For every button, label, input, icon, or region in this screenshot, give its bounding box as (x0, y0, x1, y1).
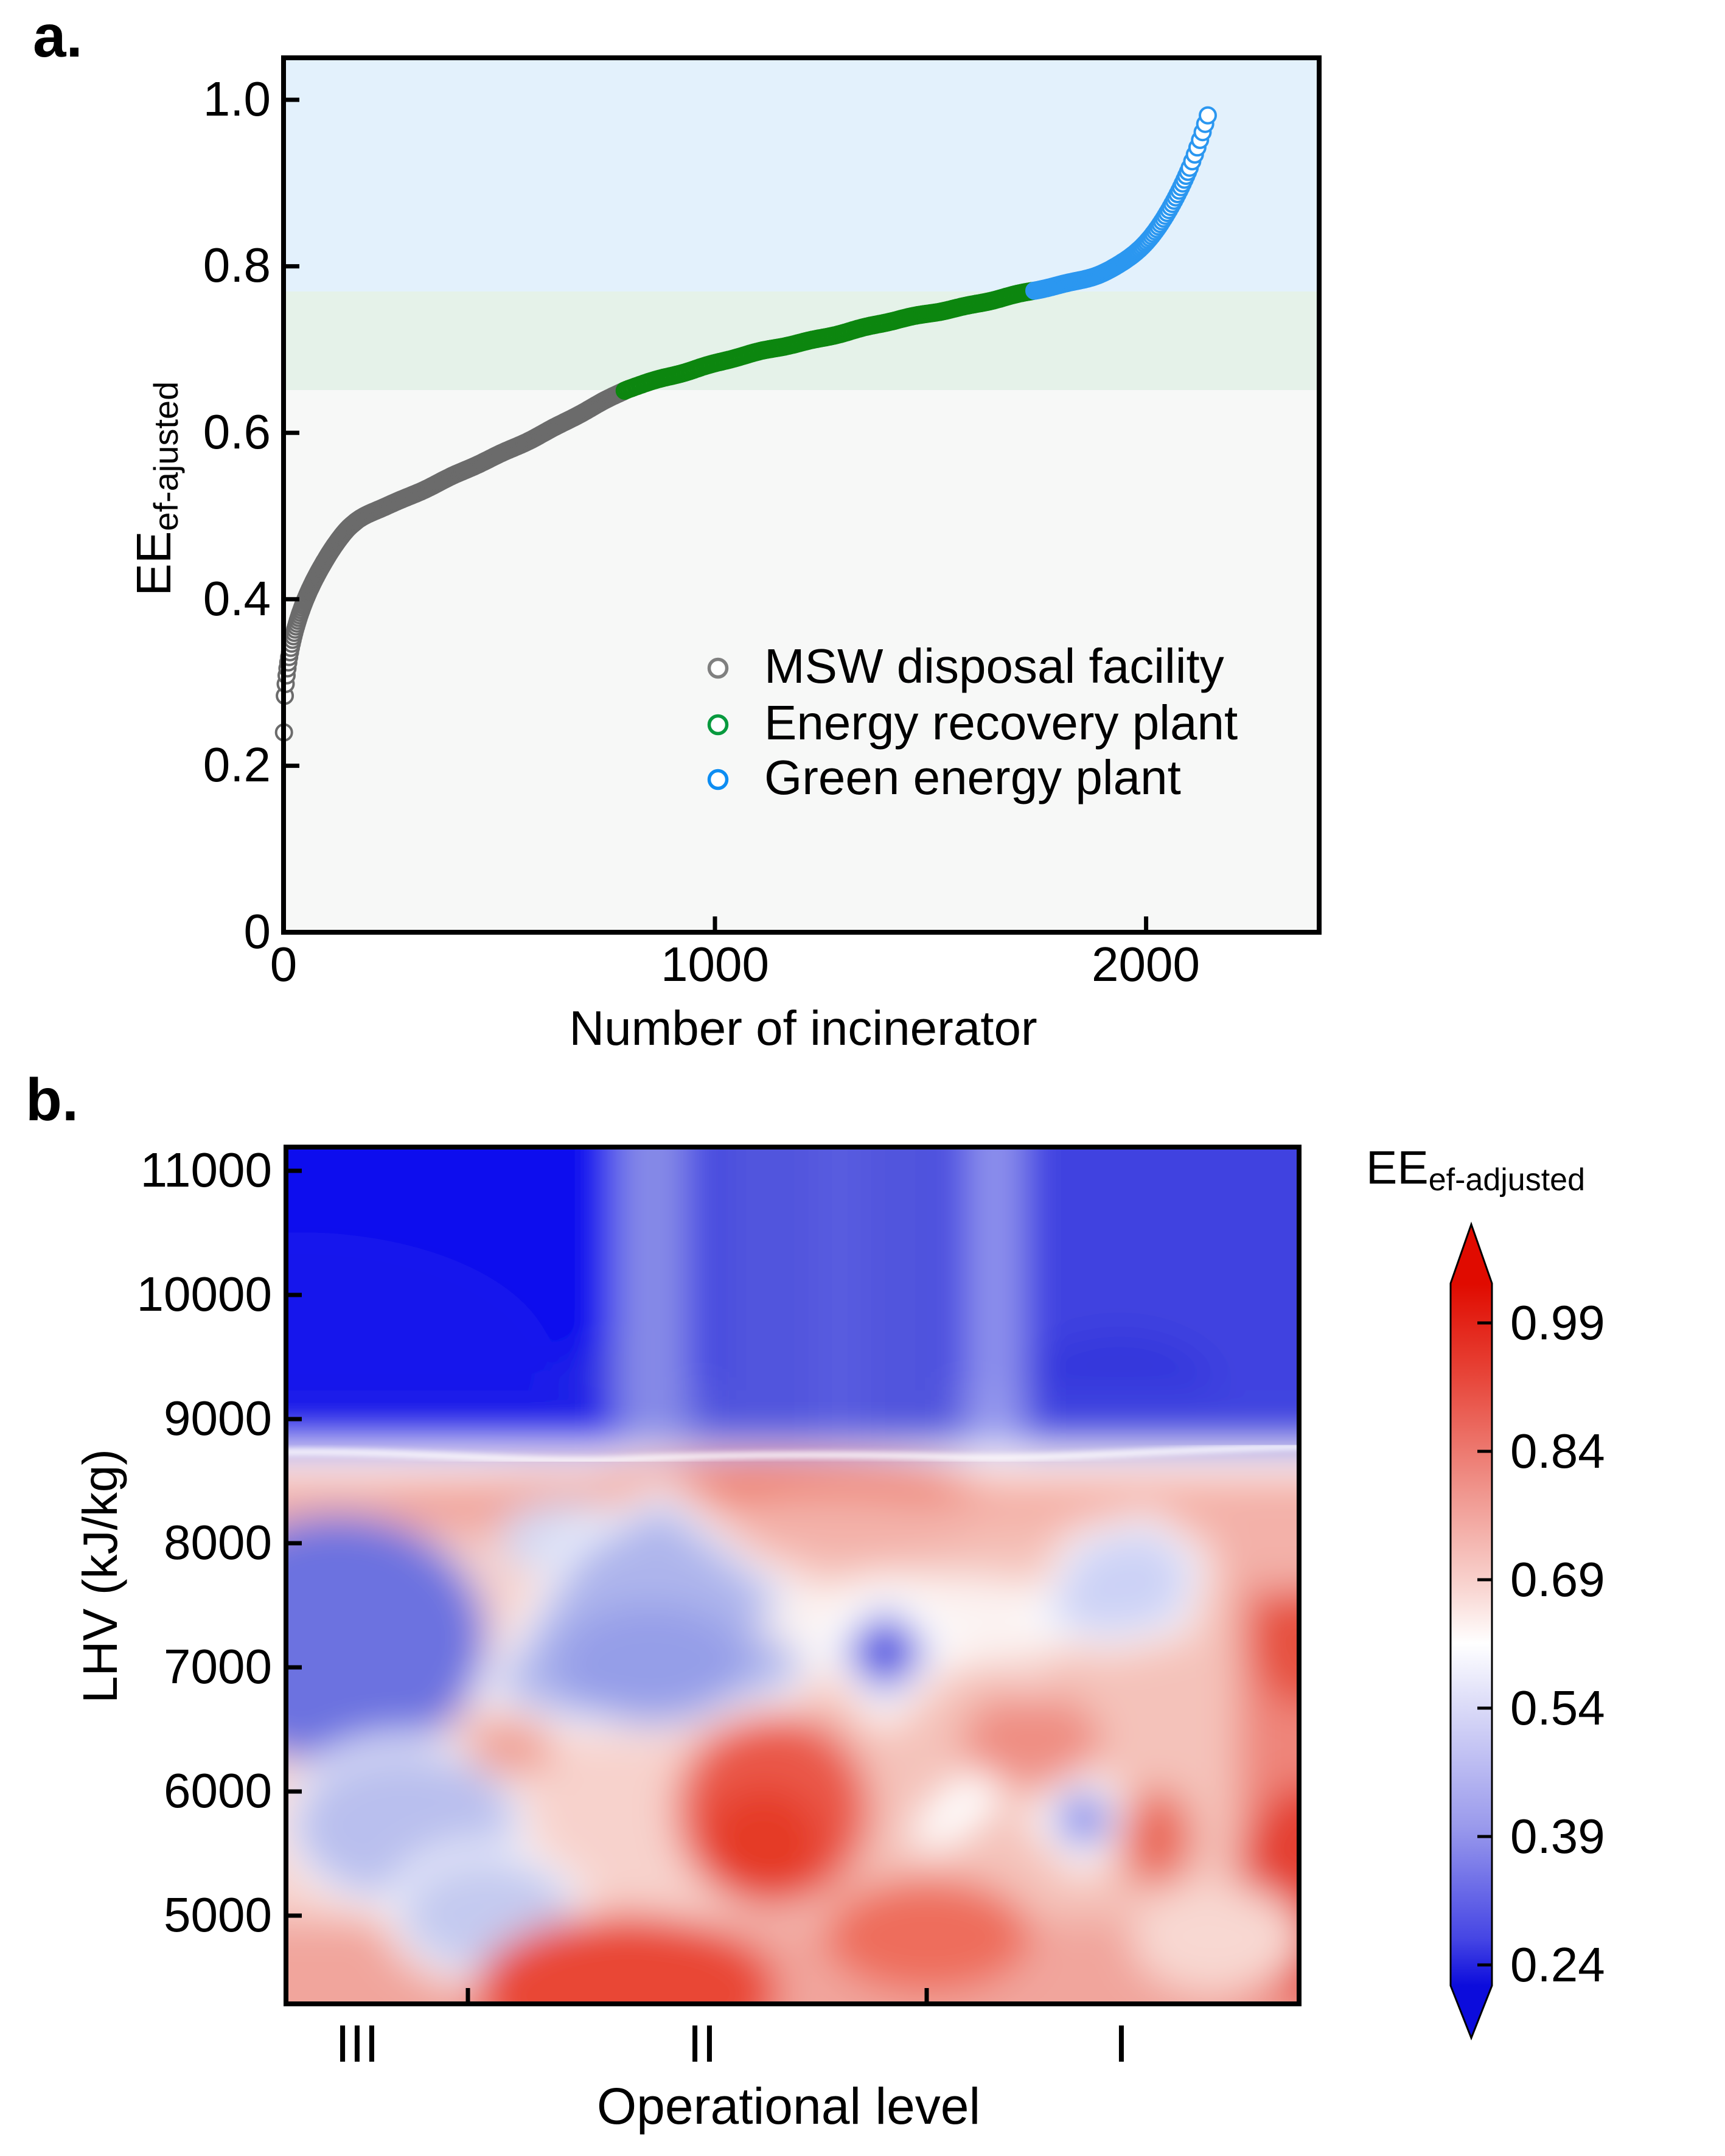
svg-text:2000: 2000 (1092, 937, 1200, 991)
svg-text:0: 0 (244, 904, 271, 958)
svg-text:0: 0 (270, 937, 298, 991)
svg-text:6000: 6000 (164, 1764, 272, 1818)
svg-text:0.54: 0.54 (1510, 1681, 1605, 1735)
svg-text:0.84: 0.84 (1510, 1424, 1605, 1478)
svg-text:1000: 1000 (661, 937, 769, 991)
svg-text:LHV (kJ/kg): LHV (kJ/kg) (73, 1449, 127, 1703)
svg-text:a.: a. (33, 2, 83, 69)
svg-text:5000: 5000 (164, 1888, 272, 1942)
svg-text:III: III (335, 2015, 379, 2073)
svg-text:I: I (1114, 2015, 1129, 2073)
svg-text:7000: 7000 (164, 1639, 272, 1694)
svg-text:0.99: 0.99 (1510, 1296, 1605, 1350)
svg-text:II: II (688, 2015, 717, 2073)
svg-text:Energy recovery plant: Energy recovery plant (764, 696, 1238, 750)
svg-text:Green energy plant: Green energy plant (764, 750, 1181, 804)
svg-text:8000: 8000 (164, 1515, 272, 1569)
svg-text:b.: b. (26, 1066, 78, 1133)
svg-text:Operational level: Operational level (597, 2078, 980, 2135)
svg-text:0.39: 0.39 (1510, 1809, 1605, 1863)
svg-text:9000: 9000 (164, 1391, 272, 1445)
svg-text:1.0: 1.0 (203, 72, 271, 126)
svg-text:10000: 10000 (137, 1267, 272, 1321)
svg-text:0.6: 0.6 (203, 405, 271, 459)
svg-text:0.4: 0.4 (203, 571, 271, 626)
svg-text:MSW disposal facility: MSW disposal facility (764, 639, 1224, 693)
svg-text:0.24: 0.24 (1510, 1938, 1605, 1992)
svg-text:0.8: 0.8 (203, 238, 271, 292)
svg-text:Number of incinerator: Number of incinerator (569, 1001, 1037, 1055)
svg-text:EEef-ajusted: EEef-ajusted (127, 382, 185, 596)
svg-text:EEef-adjusted: EEef-adjusted (1366, 1142, 1585, 1198)
svg-text:0.2: 0.2 (203, 738, 271, 792)
svg-text:0.69: 0.69 (1510, 1552, 1605, 1607)
svg-text:11000: 11000 (140, 1143, 272, 1197)
